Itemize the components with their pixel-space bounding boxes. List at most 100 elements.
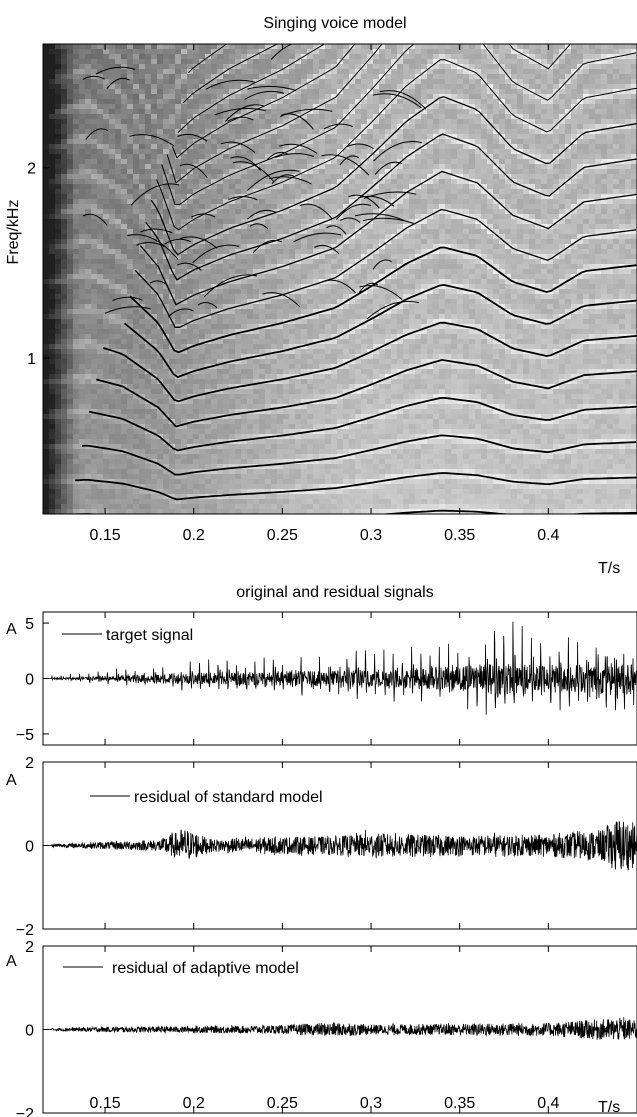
x-tick-label: 0.2 — [183, 527, 205, 544]
y-tick-label: 2 — [27, 161, 36, 178]
y-tick-label: −5 — [16, 727, 34, 744]
partial-track-fragment — [95, 66, 136, 75]
partial-track-fragment — [314, 244, 340, 255]
partial-track-fragment — [127, 234, 179, 260]
y-tick-label: 0 — [25, 1023, 34, 1040]
partial-track — [194, 25, 216, 42]
partial-track-fragment — [247, 85, 297, 91]
partial-track-fragment — [136, 242, 165, 248]
partial-track — [140, 170, 637, 306]
waveform-line — [43, 1017, 637, 1040]
spectrogram-axes-box — [42, 43, 637, 515]
partial-track — [88, 396, 637, 452]
partial-track-fragment — [140, 228, 173, 234]
spectrogram-xlabel: T/s — [598, 560, 620, 577]
partial-track — [156, 59, 637, 231]
partial-track-fragment — [280, 108, 333, 117]
adaptive-ylabel: A — [6, 953, 17, 970]
partial-track-fragment — [372, 93, 422, 109]
target-legend-label: target signal — [106, 627, 193, 644]
spectrogram-x-axis: 0.15 0.2 0.25 0.3 0.35 0.4 — [89, 44, 560, 544]
partial-track-fragment — [366, 300, 419, 320]
x-tick-label: 0.3 — [360, 527, 382, 544]
partial-track-fragment — [227, 116, 254, 122]
partial-track — [150, 96, 637, 256]
signals-title: original and residual signals — [236, 584, 433, 601]
y-tick-label: 0 — [25, 672, 34, 689]
standard-legend-label: residual of standard model — [134, 789, 323, 806]
x-tick-label: 0.35 — [444, 1095, 475, 1112]
partial-track-fragment — [82, 213, 108, 226]
partial-track — [188, 44, 228, 74]
partial-track-fragment — [379, 90, 427, 110]
partial-track-fragment — [321, 154, 370, 176]
partial-track — [177, 44, 326, 133]
partial-track-fragment — [279, 143, 318, 154]
target-signal-series — [43, 621, 637, 715]
partial-track-fragment — [358, 282, 379, 293]
partial-track-fragment — [335, 203, 372, 220]
partial-track — [95, 358, 637, 428]
partial-track — [182, 44, 279, 104]
partial-track-fragment — [246, 209, 276, 220]
partial-track-fragment — [203, 274, 258, 298]
partial-track-fragment — [275, 153, 315, 158]
partial-tracks — [67, 25, 637, 514]
target-axes-ticks: −5 0 5 — [16, 612, 549, 745]
y-tick-label: −2 — [16, 922, 34, 939]
partial-track-fragment — [323, 123, 354, 130]
partial-track-fragment — [82, 75, 105, 80]
partial-track-fragment — [299, 203, 333, 220]
target-signal-panel: −5 0 5 target signal A — [6, 611, 637, 746]
partial-track-fragment — [85, 128, 109, 140]
partial-track — [171, 44, 356, 159]
standard-axes-ticks: −2 0 2 — [16, 755, 549, 939]
adaptive-residual-panel: −2 0 2 0.15 0.2 0.25 0.3 0.35 0.4 residual of ad… — [6, 939, 637, 1117]
partial-track-fragment — [164, 238, 191, 245]
partial-track-fragment — [228, 196, 258, 201]
adaptive-residual-series — [43, 1017, 637, 1040]
partial-track-fragment — [247, 169, 300, 191]
target-legend: target signal — [62, 627, 193, 644]
standard-legend: residual of standard model — [90, 789, 323, 806]
partial-track-fragment — [249, 223, 269, 230]
partial-track-fragment — [339, 155, 360, 166]
partial-track — [145, 133, 637, 281]
adaptive-xlabel: T/s — [598, 1099, 620, 1116]
partial-track-fragment — [374, 161, 403, 175]
partial-track — [81, 434, 637, 476]
standard-ylabel: A — [6, 772, 17, 789]
partial-track-fragment — [373, 141, 422, 162]
partial-track-fragment — [293, 232, 342, 243]
partial-track-fragment — [270, 44, 294, 60]
partial-track-fragment — [180, 236, 218, 249]
x-tick-label: 0.4 — [537, 527, 559, 544]
y-tick-label: 5 — [25, 616, 34, 633]
partial-track-fragment — [129, 134, 175, 147]
partial-track-fragment — [363, 191, 417, 200]
x-tick-label: 0.35 — [444, 527, 475, 544]
adaptive-legend: residual of adaptive model — [63, 960, 299, 977]
partial-track-fragment — [252, 239, 283, 254]
partial-track-fragment — [130, 183, 180, 206]
partial-track-fragment — [112, 296, 143, 302]
x-tick-label: 0.25 — [267, 1095, 298, 1112]
x-tick-label: 0.4 — [537, 1095, 559, 1112]
partial-track-fragment — [220, 141, 256, 154]
spectrogram-y-axis: 12 — [27, 161, 49, 368]
partial-track-fragment — [106, 77, 130, 90]
partial-track-fragment — [104, 306, 151, 314]
partial-track-fragment — [339, 217, 361, 223]
partial-track-fragment — [281, 113, 314, 130]
x-tick-label: 0.15 — [89, 527, 120, 544]
partial-track-fragment — [326, 225, 347, 235]
x-tick-label: 0.15 — [89, 1095, 120, 1112]
standard-residual-panel: −2 0 2 residual of standard model A — [6, 755, 637, 939]
y-tick-label: 0 — [25, 839, 34, 856]
partial-track — [166, 44, 571, 184]
partial-track-fragment — [359, 284, 403, 300]
adaptive-axes-ticks: −2 0 2 0.15 0.2 0.25 0.3 0.35 0.4 — [16, 939, 560, 1117]
partial-track — [134, 208, 637, 328]
spectrogram-title: Singing voice model — [263, 15, 406, 32]
